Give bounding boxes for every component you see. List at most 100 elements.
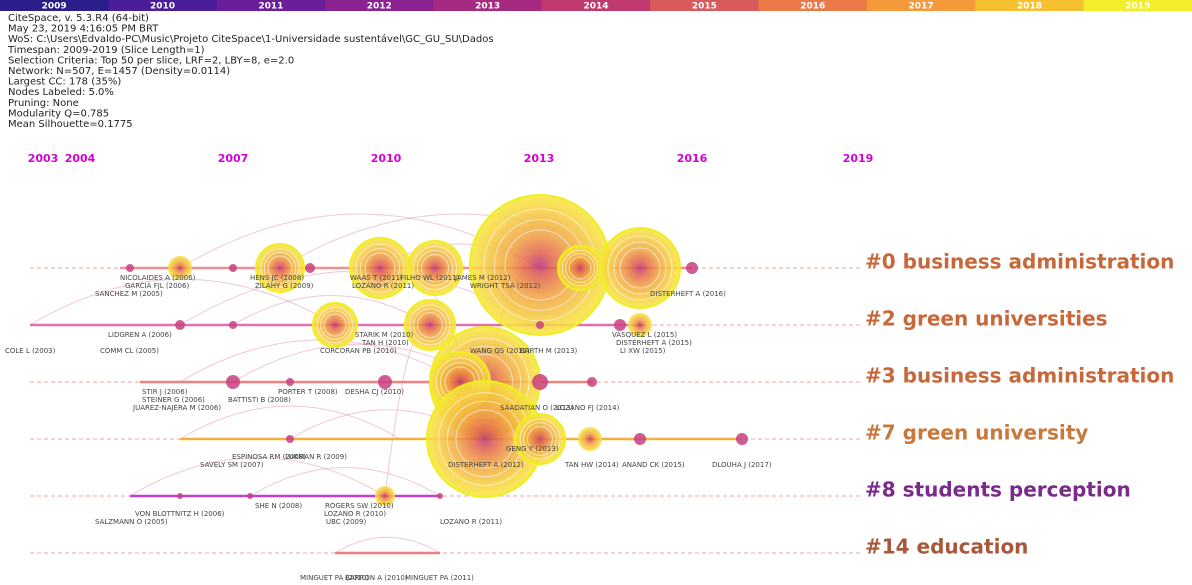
- node: [375, 486, 395, 506]
- color-segment: [433, 0, 543, 11]
- node: [226, 375, 240, 389]
- node-ring: [267, 255, 293, 281]
- node: [255, 243, 305, 293]
- node-label: MINGUET PA (2011): [405, 574, 474, 582]
- node-label: HENS JC (2008): [250, 274, 304, 282]
- node-label: DLOUHA J (2017): [712, 461, 772, 469]
- node-ring: [568, 256, 592, 280]
- node-ring: [523, 422, 557, 456]
- timeline-year: 2010: [371, 152, 402, 165]
- node-label: COMM CL (2005): [100, 347, 159, 355]
- color-year: 2012: [367, 2, 392, 12]
- node-ring: [409, 304, 451, 346]
- color-year: 2019: [1125, 2, 1150, 12]
- node-label: TAN H (2010): [361, 339, 409, 347]
- color-year: 2015: [692, 2, 717, 12]
- node-label: LOZANO R (2010): [324, 510, 386, 518]
- node-label: DISTERHEFT A (2016): [650, 290, 726, 298]
- node-label: VASQUEZ L (2015): [612, 331, 677, 339]
- header-line: Largest CC: 178 (35%): [8, 77, 121, 88]
- node-label: BARTH M (2013): [520, 347, 578, 355]
- node-label: SHE N (2008): [255, 502, 302, 510]
- node: [736, 433, 748, 445]
- color-year: 2010: [150, 2, 175, 12]
- node-ring: [263, 251, 297, 285]
- node: [404, 299, 456, 351]
- node-ring: [561, 249, 599, 287]
- node-label: PORTER T (2008): [278, 388, 338, 396]
- node-ring: [565, 253, 595, 283]
- color-segment: [866, 0, 976, 11]
- color-year: 2013: [475, 2, 500, 12]
- node-label: SAADATIAN O (2013): [500, 404, 574, 412]
- color-segment: [108, 0, 218, 11]
- node: [305, 263, 315, 273]
- node-ring: [417, 312, 443, 338]
- node-ring: [416, 249, 454, 287]
- timeline-year: 2003: [28, 152, 59, 165]
- node: [557, 245, 603, 291]
- node-label: DISTERHEFT A (2015): [616, 339, 692, 347]
- citation-arc: [129, 457, 386, 497]
- node-label: COLE L (2003): [5, 347, 56, 355]
- cluster-label: #3 business administration: [865, 364, 1174, 388]
- node: [634, 433, 646, 445]
- node: [229, 321, 237, 329]
- node: [378, 375, 392, 389]
- cluster-label: #8 students perception: [865, 478, 1131, 502]
- node: [536, 321, 544, 329]
- node: [286, 378, 294, 386]
- header-line: CiteSpace, v. 5.3.R4 (64-bit): [8, 13, 149, 24]
- node-label: VON BLOTTNITZ H (2006): [135, 510, 225, 518]
- node: [126, 264, 134, 272]
- node-label: LIDGREN A (2006): [108, 331, 172, 339]
- node-label: DESHA CJ (2010): [345, 388, 404, 396]
- node-ring: [527, 426, 553, 452]
- node-ring: [360, 248, 400, 288]
- node: [175, 320, 185, 330]
- node: [578, 427, 602, 451]
- node-label: ESPINOSA RM (2008): [232, 453, 306, 461]
- node: [229, 264, 237, 272]
- node: [599, 227, 681, 309]
- node: [286, 435, 294, 443]
- node-label: LOZANO FJ (2014): [556, 404, 620, 412]
- header-line: Timespan: 2009-2019 (Slice Length=1): [7, 45, 205, 56]
- citation-arc: [334, 536, 441, 554]
- color-segment: [0, 0, 109, 11]
- node-label: LI XW (2015): [620, 347, 666, 355]
- node-label: MINGUET PA (2010): [300, 574, 369, 582]
- node-label: DISTERHEFT A (2012): [448, 461, 524, 469]
- node-label: WAAS T (2011): [350, 274, 403, 282]
- node: [686, 262, 698, 274]
- color-segment: [758, 0, 868, 11]
- node-label: TAN HW (2014): [564, 461, 619, 469]
- color-segment: [541, 0, 651, 11]
- node: [587, 377, 597, 387]
- node-label: ZILAHY G (2009): [255, 282, 314, 290]
- timeline-year: 2007: [218, 152, 249, 165]
- node: [168, 256, 192, 280]
- header-line: Nodes Labeled: 5.0%: [8, 87, 114, 98]
- cluster-label: #7 green university: [865, 421, 1088, 445]
- citation-arc: [232, 295, 431, 326]
- node: [628, 313, 652, 337]
- node-label: SANCHEZ M (2005): [95, 290, 163, 298]
- node-ring: [519, 418, 561, 460]
- node-label: BATTISTI B (2008): [228, 396, 291, 404]
- node-ring: [364, 252, 396, 284]
- timeline-year: 2019: [843, 152, 874, 165]
- citation-arc: [249, 467, 441, 497]
- node: [514, 413, 566, 465]
- node: [407, 240, 463, 296]
- node: [437, 493, 443, 499]
- header-line: WoS: C:\Users\Edvaldo-PC\Music\Projeto C…: [8, 33, 494, 45]
- node-label: WRIGHT TSA (2012): [470, 282, 540, 290]
- timeline-year: 2016: [677, 152, 708, 165]
- node-ring: [421, 254, 449, 282]
- node-label: GENG Y (2013): [506, 445, 559, 453]
- color-segment: [650, 0, 760, 11]
- header-line: Modularity Q=0.785: [8, 108, 109, 119]
- node: [532, 374, 548, 390]
- node-ring: [413, 308, 447, 342]
